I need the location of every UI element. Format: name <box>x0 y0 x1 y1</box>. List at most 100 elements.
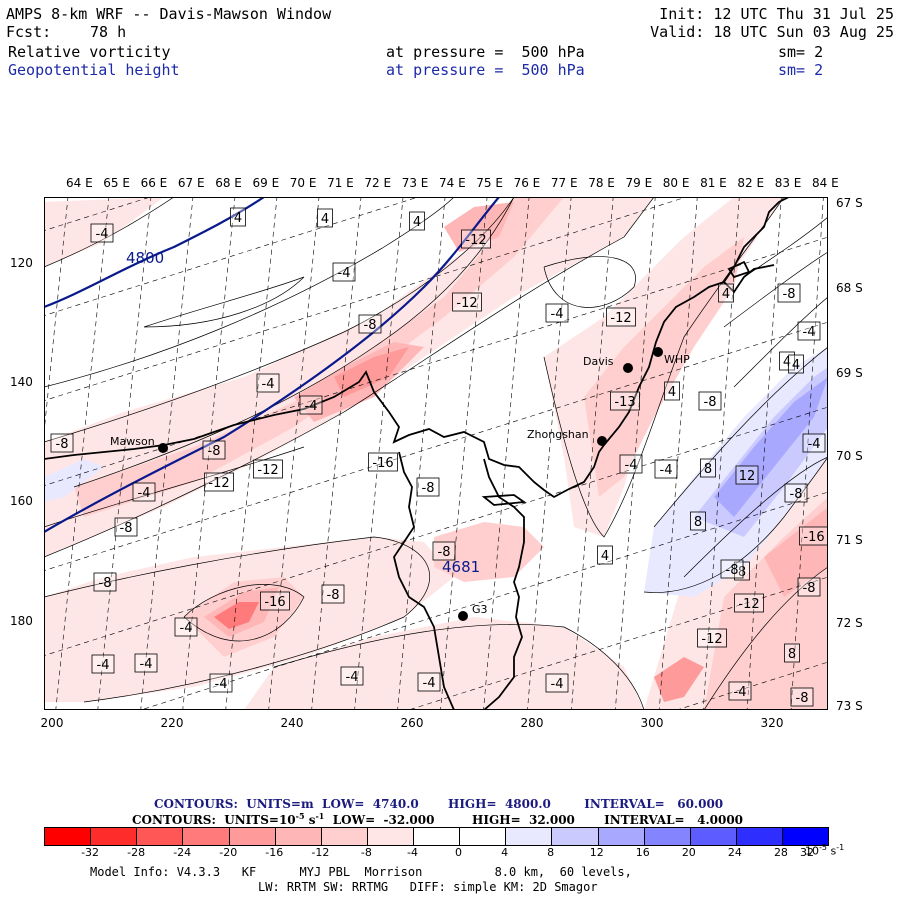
longitude-label: 67 E <box>177 176 205 190</box>
vorticity-label: 8 <box>734 561 750 581</box>
colorbar-tick: -24 <box>173 846 192 859</box>
svg-text:12: 12 <box>739 469 756 484</box>
svg-text:4: 4 <box>668 385 676 400</box>
station-label: Zhongshan <box>527 428 589 441</box>
svg-text:-4: -4 <box>96 227 109 242</box>
contours-label: CONTOURS: <box>132 813 216 827</box>
map-panel: 4800 4681 Mawson Davis WHP Zhongshan G3 … <box>44 197 828 710</box>
field2-level: at pressure = 500 hPa <box>386 61 585 79</box>
colorbar-tick: 12 <box>589 846 604 859</box>
vorticity-label: -4 <box>299 395 323 415</box>
svg-text:-12: -12 <box>701 632 722 647</box>
high-value: 4800.0 <box>504 797 551 811</box>
vorticity-label: -8 <box>790 687 814 707</box>
svg-text:-16: -16 <box>264 595 285 610</box>
units-text: UNITS=10 <box>224 813 296 827</box>
vorticity-label: -12 <box>461 229 491 249</box>
vorticity-label: -8 <box>797 577 821 597</box>
svg-text:-12: -12 <box>738 597 759 612</box>
vorticity-label: -16 <box>799 526 828 546</box>
colorbar-swatch <box>45 828 92 845</box>
low-label: LOW= <box>332 813 376 827</box>
svg-text:4: 4 <box>413 215 421 230</box>
colorbar-swatch <box>321 828 368 845</box>
longitude-label: 83 E <box>774 176 802 190</box>
vorticity-label: -12 <box>606 307 636 327</box>
vorticity-label: -8 <box>720 559 744 579</box>
vorticity-label: 4 <box>317 208 333 228</box>
station-label: WHP <box>664 353 690 366</box>
vorticity-label: -12 <box>734 593 764 613</box>
interval-value: 60.000 <box>677 797 724 811</box>
longitude-label: 81 E <box>700 176 727 190</box>
colorbar-tick: -4 <box>406 846 418 859</box>
svg-text:-4: -4 <box>625 458 638 473</box>
vorticity-label: -4 <box>332 262 356 282</box>
station-label: Mawson <box>110 435 155 448</box>
svg-text:-4: -4 <box>338 266 351 281</box>
vorticity-label: -4 <box>417 672 441 692</box>
vorticity-contour-info: CONTOURS: UNITS=10-5 s-1 LOW= -32.000 HI… <box>132 811 743 827</box>
svg-text:-13: -13 <box>614 395 635 410</box>
unit-exponent: -5 <box>819 843 827 852</box>
svg-text:8: 8 <box>788 647 796 662</box>
longitude-label: 82 E <box>737 176 765 190</box>
grid-x-label: 320 <box>760 716 784 730</box>
grid-x-label: 240 <box>280 716 304 730</box>
svg-text:4: 4 <box>783 355 791 370</box>
svg-text:-12: -12 <box>610 311 631 326</box>
grid-x-label: 300 <box>640 716 664 730</box>
colorbar-tick: 8 <box>547 846 555 859</box>
svg-text:-4: -4 <box>551 677 564 692</box>
colorbar-swatch <box>506 828 553 845</box>
colorbar-swatch <box>736 828 783 845</box>
vorticity-label: -13 <box>610 391 640 411</box>
vorticity-label: -8 <box>93 572 117 592</box>
longitude-label: 69 E <box>252 176 280 190</box>
grid-y-label: 140 <box>10 375 33 389</box>
unit-tail-exponent: -1 <box>836 843 845 852</box>
latitude-label: 67 S <box>836 196 863 210</box>
svg-text:-4: -4 <box>97 658 110 673</box>
vorticity-label: -8 <box>777 283 801 303</box>
colorbar-tick: -20 <box>219 846 238 859</box>
svg-text:-16: -16 <box>372 456 393 471</box>
svg-text:-12: -12 <box>465 233 486 248</box>
colorbar-swatch <box>91 828 138 845</box>
vorticity-label: -8 <box>114 517 138 537</box>
svg-text:-8: -8 <box>327 588 340 603</box>
vorticity-label: -4 <box>134 653 158 673</box>
units-text: UNITS=m <box>246 797 314 811</box>
vorticity-label: -4 <box>545 303 569 323</box>
vorticity-label: 4 <box>718 283 734 303</box>
svg-text:-4: -4 <box>660 463 673 478</box>
svg-text:-4: -4 <box>140 657 153 672</box>
svg-text:-4: -4 <box>305 399 318 414</box>
units-tail-exponent: -1 <box>315 811 325 821</box>
grid-x-label: 280 <box>520 716 544 730</box>
svg-text:8: 8 <box>738 565 746 580</box>
svg-text:-8: -8 <box>364 318 377 333</box>
longitude-label: 65 E <box>103 176 130 190</box>
svg-text:-12: -12 <box>257 463 278 478</box>
svg-text:-4: -4 <box>734 685 747 700</box>
longitude-label: 70 E <box>289 176 317 190</box>
colorbar-tick: 16 <box>635 846 650 859</box>
grid-y-label: 160 <box>10 494 33 508</box>
height-label: 4681 <box>442 558 480 576</box>
latitude-label: 73 S <box>836 699 863 713</box>
low-value: -32.000 <box>383 813 435 827</box>
svg-text:-8: -8 <box>438 545 451 560</box>
colorbar-tick: 28 <box>773 846 788 859</box>
svg-text:-8: -8 <box>790 487 803 502</box>
longitude-label: 84 E <box>812 176 839 190</box>
vorticity-label: -4 <box>91 654 115 674</box>
colorbar-swatch <box>690 828 737 845</box>
vorticity-label: -4 <box>209 673 233 693</box>
svg-text:-4: -4 <box>215 677 228 692</box>
low-label: LOW= <box>322 797 365 811</box>
colorbar-swatch <box>183 828 230 845</box>
svg-text:-8: -8 <box>783 287 796 302</box>
svg-text:4: 4 <box>792 358 800 373</box>
svg-text:4: 4 <box>234 211 242 226</box>
